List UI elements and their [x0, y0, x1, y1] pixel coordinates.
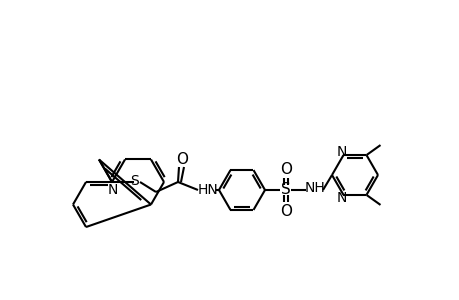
- Text: O: O: [280, 161, 291, 176]
- Text: S: S: [130, 174, 139, 188]
- Text: N: N: [336, 191, 346, 205]
- Text: N: N: [336, 145, 346, 159]
- Text: S: S: [280, 182, 290, 196]
- Text: O: O: [176, 152, 188, 166]
- Text: O: O: [280, 203, 291, 218]
- Text: HN: HN: [197, 183, 218, 197]
- Text: NH: NH: [304, 181, 325, 195]
- Text: N: N: [107, 183, 118, 197]
